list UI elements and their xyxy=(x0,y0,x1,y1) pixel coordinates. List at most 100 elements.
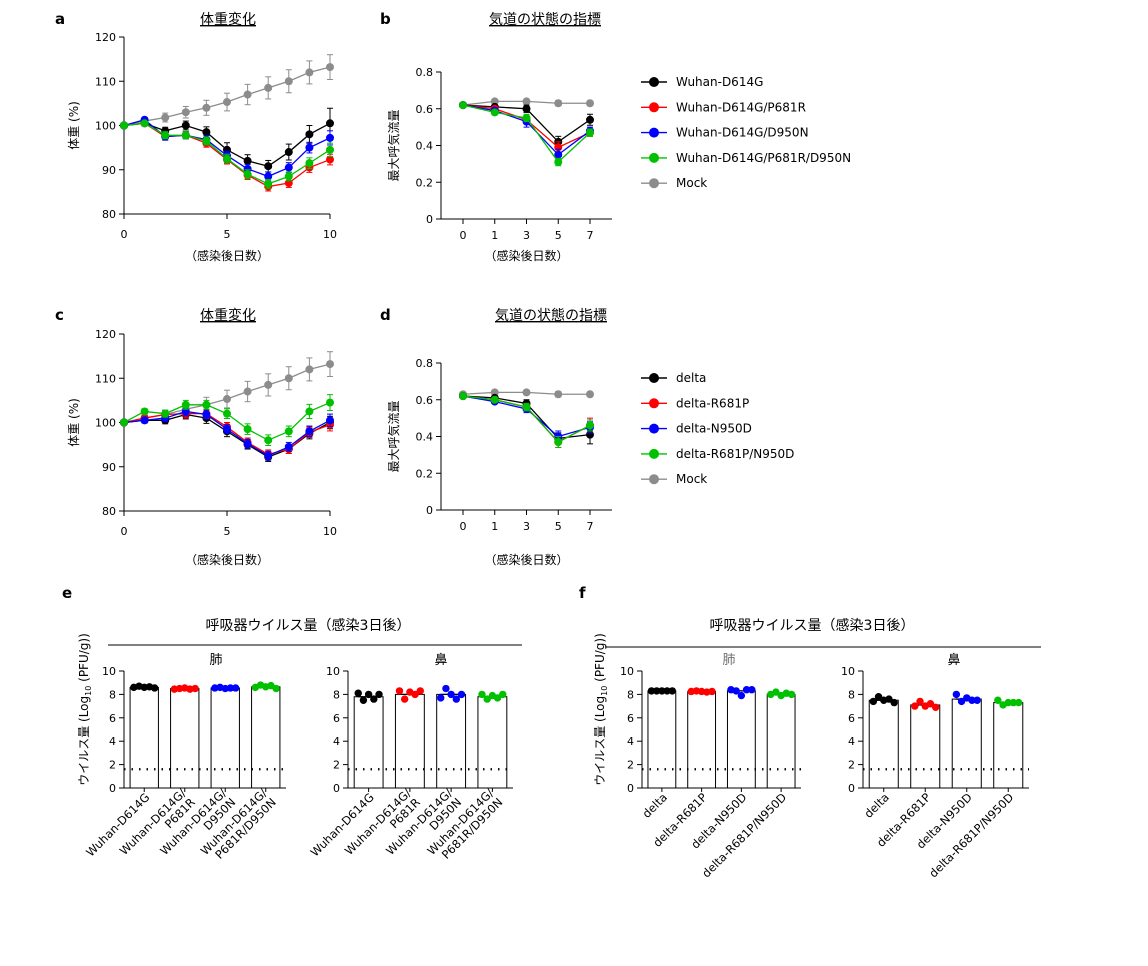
data-point xyxy=(370,695,378,703)
data-point xyxy=(223,425,231,434)
y-tick-label: 8 xyxy=(109,688,116,701)
data-point xyxy=(586,128,594,137)
panel-f-letter: f xyxy=(579,584,586,602)
data-point xyxy=(478,690,486,699)
legend-label: delta xyxy=(676,371,706,385)
legend-marker xyxy=(649,448,659,459)
data-point xyxy=(447,690,455,699)
series-green xyxy=(459,392,594,449)
y-tick-label: 0.6 xyxy=(416,103,434,116)
y-tick-label: 0.2 xyxy=(416,176,434,189)
legend-label: delta-R681P/N950D xyxy=(676,447,794,461)
x-axis-label: （感染後日数） xyxy=(484,552,568,567)
data-point xyxy=(554,438,563,447)
y-tick-label: 120 xyxy=(95,31,116,44)
x-tick-label-line: delta xyxy=(639,790,670,821)
bar xyxy=(477,696,508,789)
y-axis-label: 最大呼気流量 xyxy=(386,400,401,472)
data-point xyxy=(223,395,231,404)
bar xyxy=(910,704,941,789)
data-point xyxy=(968,696,976,704)
data-point xyxy=(284,442,293,451)
data-point xyxy=(202,128,211,137)
data-point xyxy=(354,689,362,697)
data-point xyxy=(264,172,273,181)
data-point xyxy=(742,686,751,694)
y-tick-label: 2 xyxy=(333,759,340,772)
data-point xyxy=(364,690,373,699)
panel-e-title: 呼吸器ウイルス量（感染3日後） xyxy=(206,617,411,634)
data-point xyxy=(223,409,231,418)
x-axis-label: （感染後日数） xyxy=(484,248,568,263)
data-point xyxy=(284,163,293,172)
legend-label: delta-N950D xyxy=(676,422,752,436)
data-point xyxy=(202,400,211,409)
group-lung: 肺0246810Wuhan-D614GWuhan-D614G/P681RWuha… xyxy=(83,653,286,862)
data-point xyxy=(326,145,334,154)
data-point xyxy=(652,687,661,695)
data-point xyxy=(284,172,293,181)
panel-b-title: 気道の状態の指標 xyxy=(489,12,601,28)
data-point xyxy=(554,390,563,399)
data-point xyxy=(493,694,502,702)
data-point xyxy=(181,108,190,117)
data-point xyxy=(264,436,273,445)
data-point xyxy=(400,695,409,703)
x-tick-label: 0 xyxy=(121,228,128,241)
y-tick-label: 0.8 xyxy=(416,357,434,370)
data-point xyxy=(490,388,499,397)
data-point xyxy=(416,687,424,695)
data-point xyxy=(708,687,716,696)
legend-label: Wuhan-D614G/P681R xyxy=(676,100,806,114)
data-point xyxy=(181,400,190,409)
panel-b-letter: b xyxy=(380,10,391,28)
data-point xyxy=(554,99,563,108)
data-point xyxy=(326,119,334,128)
series-green xyxy=(120,119,334,189)
data-point xyxy=(586,421,594,430)
y-tick-label: 0.4 xyxy=(416,431,434,444)
panel-a-letter: a xyxy=(55,10,65,28)
bar xyxy=(726,690,756,789)
data-point xyxy=(411,690,419,699)
panel-c-title: 体重変化 xyxy=(200,307,256,324)
bar xyxy=(170,688,200,789)
bar xyxy=(353,696,384,789)
x-tick-label: 5 xyxy=(555,229,562,242)
data-point xyxy=(191,684,199,693)
series-gray xyxy=(120,54,334,130)
data-point xyxy=(869,697,878,706)
legend-marker xyxy=(649,373,659,383)
data-point xyxy=(490,97,499,106)
x-tick-label: delta-R681P/N950D xyxy=(926,790,1016,880)
data-point xyxy=(284,148,293,157)
y-axis-label-part: ウイルス量 (Log xyxy=(77,696,91,786)
data-point xyxy=(140,416,149,425)
y-axis-label: ウイルス量 (Log10 (PFU/g)) xyxy=(77,633,93,786)
y-tick-label: 0 xyxy=(426,213,433,226)
x-tick-label: 5 xyxy=(555,520,562,533)
panel-f-title: 呼吸器ウイルス量（感染3日後） xyxy=(710,617,915,634)
data-point xyxy=(140,119,149,128)
data-point xyxy=(931,703,940,711)
y-tick-label: 0.6 xyxy=(416,394,434,407)
data-point xyxy=(586,99,594,108)
data-point xyxy=(499,690,507,699)
bar xyxy=(436,693,467,789)
data-point xyxy=(243,425,252,434)
y-tick-label: 110 xyxy=(95,75,116,88)
bar xyxy=(251,686,281,789)
legend-marker xyxy=(649,474,659,485)
data-point xyxy=(140,407,149,416)
data-point xyxy=(916,697,924,706)
x-tick-label: 3 xyxy=(523,229,530,242)
data-point xyxy=(264,380,273,389)
legend-marker xyxy=(649,77,659,87)
data-point xyxy=(586,390,594,399)
x-tick-label: 0 xyxy=(121,525,128,538)
y-tick-label: 90 xyxy=(102,164,116,177)
data-point xyxy=(522,113,531,122)
data-point xyxy=(305,427,314,436)
data-point xyxy=(772,688,780,696)
data-point xyxy=(272,684,280,693)
